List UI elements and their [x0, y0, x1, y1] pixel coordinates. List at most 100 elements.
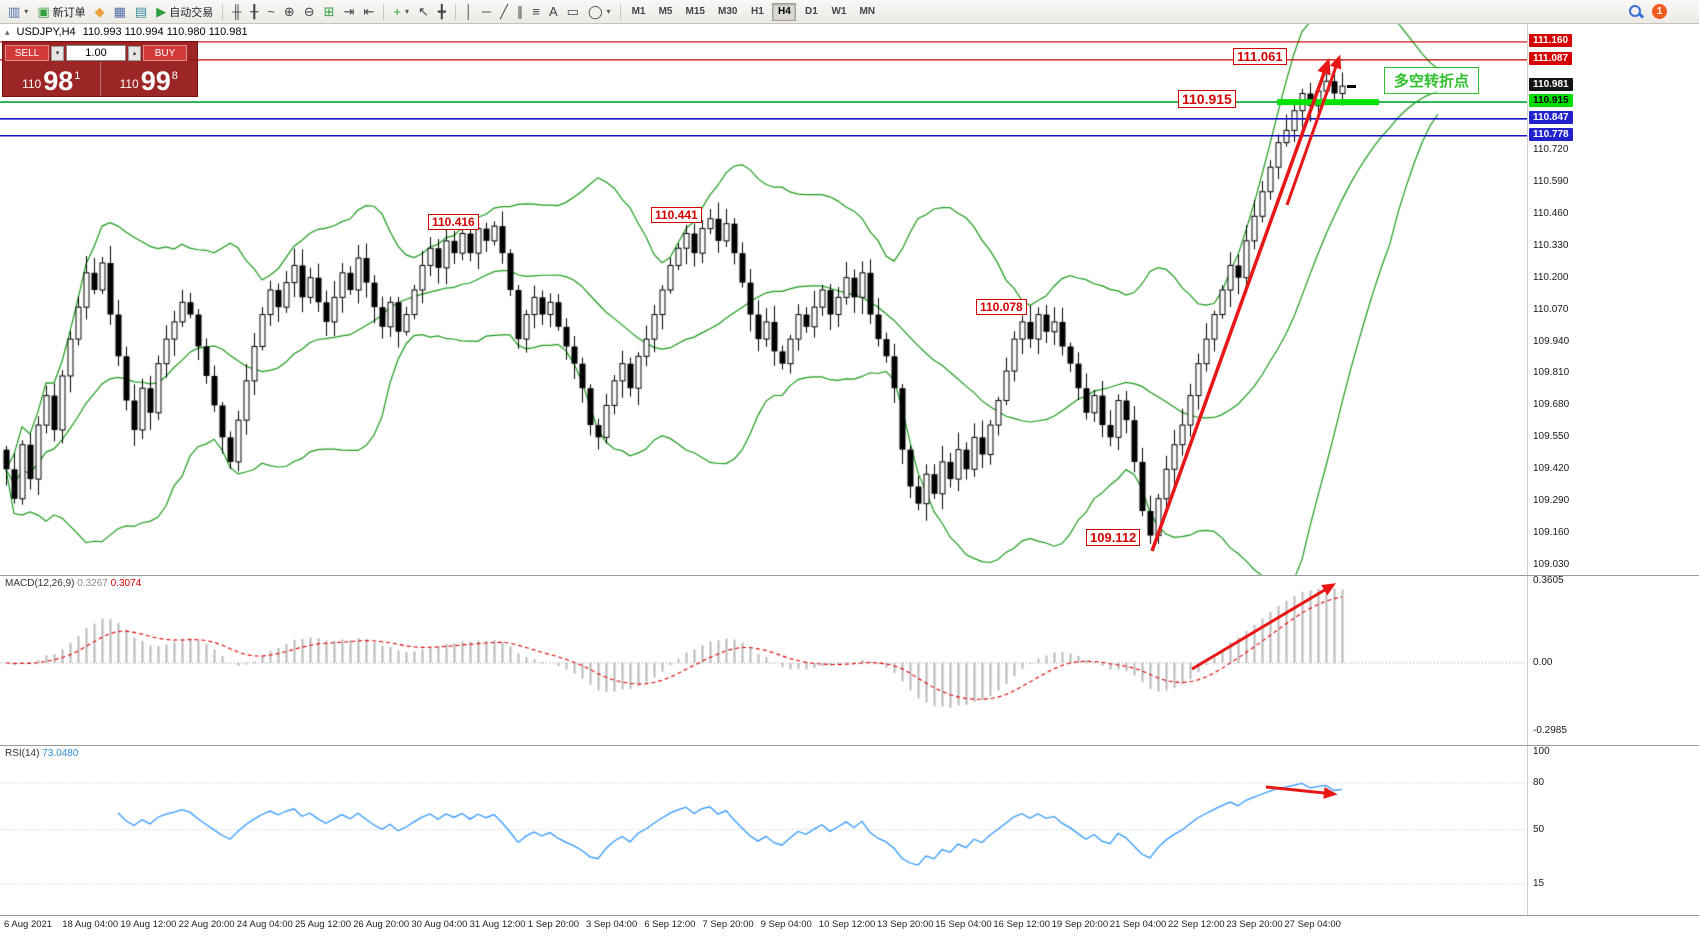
auto-scroll-icon: ⇥: [343, 4, 355, 19]
new-order-button[interactable]: ▣ 新订单: [33, 2, 89, 22]
zoom-in-icon: ⊕: [283, 4, 295, 19]
shapes-button[interactable]: ◯ ▾: [584, 2, 615, 22]
zoom-out-button[interactable]: ⊖: [300, 2, 319, 22]
autotrade-button-label: 自动交易: [169, 6, 214, 19]
timeframe-button-m15[interactable]: M15: [685, 6, 705, 17]
label-icon: ▭: [566, 4, 579, 19]
trade-panel-controls: SELL ▾ ▴ BUY: [3, 42, 197, 62]
lot-increase-button[interactable]: ▴: [128, 45, 141, 61]
timeframe-button-m1[interactable]: M1: [631, 6, 646, 17]
sell-price-prefix: 110: [22, 77, 42, 91]
timeframe-button-mn[interactable]: MN: [859, 6, 875, 17]
chart-ohlc-values: 110.993 110.994 110.980 110.981: [82, 26, 248, 38]
one-click-collapse-icon[interactable]: ▴: [5, 26, 10, 37]
lot-size-input[interactable]: [66, 45, 126, 61]
market-alert-button[interactable]: ◆: [91, 2, 109, 22]
timeframe-button-m5[interactable]: M5: [658, 6, 673, 17]
fibonacci-button[interactable]: ≡: [528, 2, 544, 22]
buy-price-prefix: 110: [119, 77, 139, 91]
timeframe-button-m30[interactable]: M30: [717, 6, 738, 17]
timeframe-button-w1[interactable]: W1: [831, 6, 847, 17]
toolbar-right: 1: [1627, 3, 1695, 20]
toolbar: ▥ ▾ ▣ 新订单 ◆ ▦ ▤ ▶ 自动交易 ╫ ╂ ~ ⊕ ⊖ ⊞ ⇥ ⇤ + ▾ ↖ ╋ │ ─ ╱ ∥ ≡ A ▭ ◯ ▾ M1 M5 M…: [0, 0, 1699, 24]
zoom-in-button[interactable]: ⊕: [280, 2, 299, 22]
text-icon: A: [548, 4, 558, 19]
timeframe-button-h4[interactable]: H4: [772, 2, 797, 21]
search-icon[interactable]: [1627, 3, 1644, 20]
shapes-icon: ◯: [587, 4, 603, 19]
sell-price-point: 1: [74, 70, 81, 82]
indicators-plus-icon: +: [393, 4, 401, 19]
rsi-header: RSI(14) 73.0480: [5, 748, 78, 759]
price-axis-border: [1527, 24, 1528, 915]
horizontal-line-button[interactable]: ─: [478, 2, 495, 22]
timeframe-button-h1[interactable]: H1: [751, 6, 764, 17]
price-callout-111.061[interactable]: 111.061: [1233, 48, 1287, 65]
macd-signal-value: 0.3074: [110, 578, 142, 589]
rsi-label: RSI(14): [5, 748, 40, 759]
bar-chart-type-button[interactable]: ╫: [228, 2, 245, 22]
trendline-button[interactable]: ╱: [496, 2, 512, 22]
line-chart-type-button[interactable]: ~: [263, 2, 279, 22]
autotrade-play-icon: ▶: [156, 4, 167, 19]
buy-price-display[interactable]: 110 99 8: [101, 62, 198, 96]
tester-icon: ▤: [134, 4, 148, 19]
chevron-down-icon: ▾: [404, 7, 409, 16]
tile-windows-button[interactable]: ⊞: [320, 2, 339, 22]
label-button[interactable]: ▭: [563, 2, 583, 22]
buy-button[interactable]: BUY: [143, 45, 187, 61]
autotrade-button[interactable]: ▶ 自动交易: [152, 2, 217, 22]
channel-button[interactable]: ∥: [513, 2, 528, 22]
macd-main-value: 0.3267: [77, 578, 108, 589]
time-axis-line: [0, 915, 1699, 916]
crosshair-button[interactable]: ╋: [434, 2, 450, 22]
price-divider: [99, 62, 101, 96]
chart-shift-button[interactable]: ⇤: [359, 2, 378, 22]
new-order-button-label: 新订单: [52, 6, 86, 19]
price-callout-109.112[interactable]: 109.112: [1086, 529, 1141, 546]
indicators-button[interactable]: + ▾: [389, 2, 413, 22]
sell-button[interactable]: SELL: [5, 45, 49, 61]
trade-panel-prices: 110 98 1 110 99 8: [3, 62, 197, 96]
terminal-icon: ▦: [113, 4, 126, 19]
tile-windows-icon: ⊞: [323, 4, 335, 19]
line-chart-icon: ~: [267, 4, 275, 19]
fibonacci-icon: ≡: [532, 4, 540, 19]
notification-badge[interactable]: 1: [1652, 4, 1667, 19]
price-callout-110.416[interactable]: 110.416: [428, 214, 479, 230]
timeframe-button-d1[interactable]: D1: [805, 6, 818, 17]
vertical-line-icon: │: [464, 4, 473, 19]
price-callout-110.441[interactable]: 110.441: [651, 207, 702, 223]
price-callout-110.078[interactable]: 110.078: [976, 299, 1027, 315]
toolbar-separator: [222, 3, 224, 20]
zoom-out-icon: ⊖: [303, 4, 315, 19]
channel-icon: ∥: [516, 4, 524, 19]
candlestick-type-button[interactable]: ╂: [246, 2, 262, 22]
chart-title: ▴ USDJPY,H4 110.993 110.994 110.980 110.…: [5, 26, 248, 38]
candlestick-icon: ╂: [250, 4, 259, 19]
toolbar-separator: [454, 3, 456, 20]
chevron-down-icon: ▾: [606, 7, 611, 16]
text-button[interactable]: A: [545, 2, 562, 22]
toolbar-separator: [619, 3, 621, 20]
vertical-line-button[interactable]: │: [461, 2, 477, 22]
buy-price-pips: 99: [140, 66, 171, 97]
auto-scroll-button[interactable]: ⇥: [340, 2, 359, 22]
strategy-tester-button[interactable]: ▤: [131, 2, 151, 22]
sell-price-display[interactable]: 110 98 1: [3, 62, 100, 96]
annotation-bull-bear-pivot[interactable]: 多空转折点: [1384, 67, 1480, 94]
chart-shift-icon: ⇤: [363, 4, 375, 19]
panel-separator-rsi[interactable]: [0, 745, 1699, 746]
terminal-button[interactable]: ▦: [110, 2, 130, 22]
one-click-trading-panel: SELL ▾ ▴ BUY 110 98 1 110 99 8: [2, 41, 198, 97]
cursor-button[interactable]: ↖: [414, 2, 433, 22]
panel-separator-macd[interactable]: [0, 575, 1699, 576]
new-order-icon: ▣: [37, 4, 50, 19]
price-callout-110.915[interactable]: 110.915: [1178, 90, 1236, 108]
sell-price-pips: 98: [43, 66, 74, 97]
lot-decrease-button[interactable]: ▾: [51, 45, 64, 61]
chart-symbol-period: USDJPY,H4: [16, 26, 76, 38]
chart-selector-button[interactable]: ▥ ▾: [4, 2, 32, 22]
